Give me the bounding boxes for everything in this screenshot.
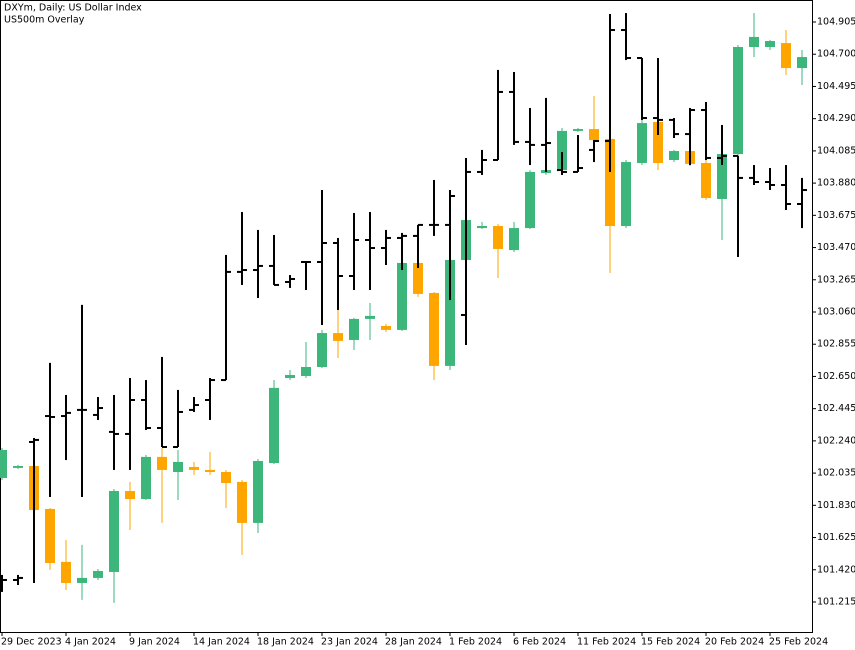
candle-body (493, 226, 503, 249)
x-tick-label: 18 Jan 2024 (257, 637, 314, 648)
y-tick-label: 102.035 (817, 468, 855, 479)
y-tick-label: 102.650 (817, 371, 855, 382)
y-tick-label: 101.215 (817, 596, 855, 607)
candle-body (141, 456, 151, 500)
candle-body (525, 171, 535, 229)
candle-body (109, 491, 119, 572)
y-tick-label: 102.855 (817, 339, 855, 350)
candle-body (621, 162, 631, 227)
candle-body (205, 469, 215, 472)
x-tick-label: 20 Feb 2024 (705, 637, 764, 648)
candle-body (477, 226, 487, 229)
x-tick-label: 28 Jan 2024 (385, 637, 442, 648)
candle-body (13, 466, 23, 468)
candle-body (77, 577, 87, 583)
candle-body (765, 41, 775, 47)
candle-body (125, 491, 135, 500)
y-tick-label: 103.265 (817, 274, 855, 285)
candle-body (45, 508, 55, 564)
candle-body (269, 387, 279, 464)
x-tick-label: 6 Feb 2024 (513, 637, 566, 648)
y-tick-label: 104.085 (817, 145, 855, 156)
candle-body (733, 46, 743, 155)
y-tick-label: 102.240 (817, 435, 855, 446)
candle-body (237, 481, 247, 523)
y-tick-label: 101.625 (817, 532, 855, 543)
candle-body (637, 123, 647, 163)
candle-body (157, 456, 167, 470)
candle-body (589, 129, 599, 141)
x-tick-label: 29 Dec 2023 (1, 637, 62, 648)
x-tick-label: 9 Jan 2024 (129, 637, 180, 648)
x-tick-label: 1 Feb 2024 (449, 637, 502, 648)
x-tick-label: 25 Feb 2024 (769, 637, 828, 648)
x-tick-label: 14 Jan 2024 (193, 637, 250, 648)
x-tick-label: 15 Feb 2024 (641, 637, 700, 648)
candle-body (701, 162, 711, 199)
y-tick-label: 104.495 (817, 81, 855, 92)
y-tick-label: 103.675 (817, 210, 855, 221)
candle-body (573, 129, 583, 131)
y-tick-label: 102.445 (817, 403, 855, 414)
y-tick-label: 104.290 (817, 113, 855, 124)
chart-title: DXYm, Daily: US Dollar Index (4, 3, 142, 14)
candle-body (669, 151, 679, 161)
y-tick-label: 104.700 (817, 49, 855, 60)
candle-body (317, 333, 327, 368)
y-tick-label: 103.470 (817, 242, 855, 253)
candle-body (333, 333, 343, 341)
x-tick-label: 11 Feb 2024 (577, 637, 636, 648)
candle-body (189, 466, 199, 470)
candle-body (749, 36, 759, 47)
candle-body (349, 318, 359, 340)
y-tick-label: 103.060 (817, 306, 855, 317)
chart-subtitle: US500m Overlay (4, 15, 85, 26)
candle-body (397, 262, 407, 330)
candle-body (301, 367, 311, 376)
y-tick-label: 101.830 (817, 500, 855, 511)
x-tick-label: 4 Jan 2024 (65, 637, 116, 648)
candle-body (285, 375, 295, 379)
x-tick-label: 23 Jan 2024 (321, 637, 378, 648)
y-tick-label: 103.880 (817, 178, 855, 189)
candle-body (0, 449, 7, 478)
y-tick-label: 101.420 (817, 564, 855, 575)
candle-body (509, 228, 519, 251)
candle-body (221, 471, 231, 483)
candle-body (173, 461, 183, 472)
candle-body (365, 315, 375, 319)
candle-body (781, 43, 791, 69)
candle-body (797, 57, 807, 69)
candle-body (429, 292, 439, 366)
candle-body (253, 460, 263, 523)
candle-body (381, 325, 391, 330)
candle-body (413, 262, 423, 294)
candle-body (445, 259, 455, 366)
candle-body (557, 130, 567, 171)
candle-body (653, 121, 663, 163)
candle-body (717, 154, 727, 199)
y-tick-label: 104.905 (817, 17, 855, 28)
candle-body (61, 561, 71, 583)
candle-body (605, 138, 615, 227)
candle-body (93, 571, 103, 578)
